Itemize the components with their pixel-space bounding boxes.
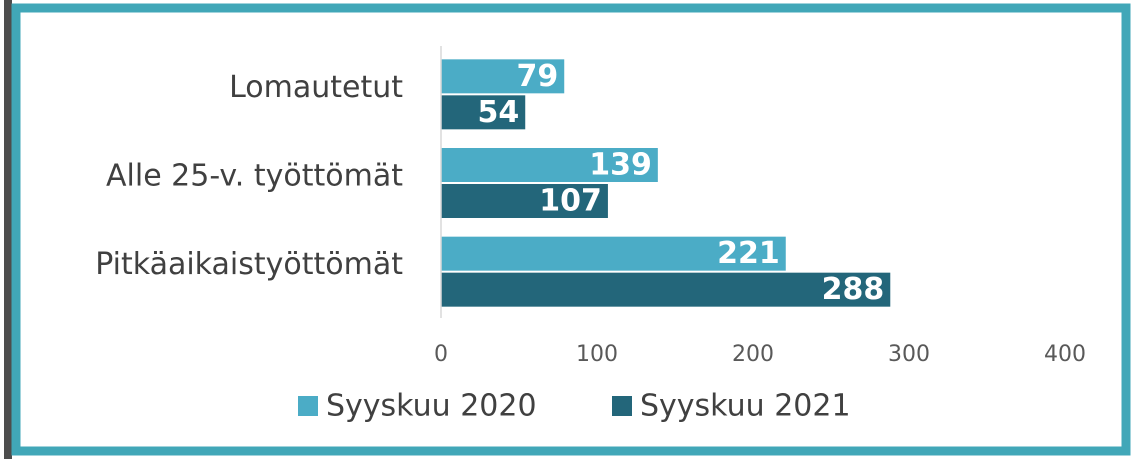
data-label: 221 xyxy=(717,236,780,271)
category-label: Alle 25-v. työttömät xyxy=(106,159,403,194)
bar xyxy=(441,184,608,218)
left-edge xyxy=(4,0,12,459)
bar xyxy=(441,272,891,307)
data-label: 139 xyxy=(589,148,652,183)
frame xyxy=(11,3,1131,456)
bar xyxy=(441,95,526,130)
bar xyxy=(441,148,658,182)
category-label: Lomautetut xyxy=(229,70,403,105)
data-label: 54 xyxy=(477,95,519,130)
bar xyxy=(441,236,786,271)
legend-swatch xyxy=(612,396,632,416)
data-label: 288 xyxy=(822,272,885,307)
legend-label: Syyskuu 2020 xyxy=(326,389,537,424)
legend-swatch xyxy=(298,396,318,416)
x-tick-label: 0 xyxy=(434,342,448,367)
x-tick-label: 400 xyxy=(1044,342,1086,367)
data-label: 79 xyxy=(516,59,558,94)
x-tick-label: 200 xyxy=(732,342,774,367)
legend-label: Syyskuu 2021 xyxy=(640,389,851,424)
bar xyxy=(441,59,565,94)
x-tick-label: 100 xyxy=(576,342,618,367)
x-tick-label: 300 xyxy=(888,342,930,367)
category-label: Pitkäaikaistyöttömät xyxy=(95,247,403,282)
data-label: 107 xyxy=(539,184,602,219)
